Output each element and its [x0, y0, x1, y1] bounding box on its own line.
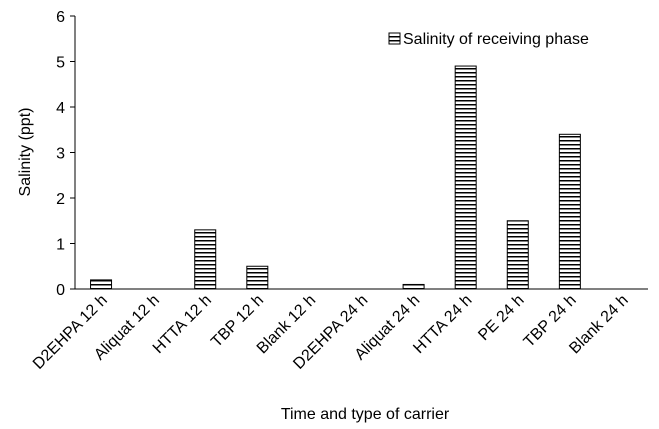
x-tick-label: PE 24 h [475, 292, 527, 344]
y-axis-ticks: 0 1 2 3 4 5 6 [56, 9, 75, 299]
x-tick-label: D2EHPA 12 h [30, 292, 111, 373]
y-axis-title: Salinity (ppt) [17, 108, 34, 197]
bars [90, 65, 581, 290]
y-tick-label: 6 [56, 9, 65, 26]
bar [246, 265, 269, 290]
y-tick-label: 3 [56, 146, 65, 163]
y-tick-label: 5 [56, 55, 65, 72]
legend: Salinity of receiving phase [388, 31, 589, 48]
bar [506, 220, 529, 290]
legend-swatch [388, 32, 401, 45]
x-axis-title: Time and type of carrier [281, 406, 450, 423]
bar [558, 133, 581, 290]
y-tick-label: 0 [56, 282, 65, 299]
legend-label: Salinity of receiving phase [403, 31, 589, 48]
bar [454, 65, 477, 290]
bar [194, 229, 217, 290]
y-tick-label: 4 [56, 100, 65, 117]
bar [90, 279, 113, 290]
y-tick-label: 2 [56, 191, 65, 208]
y-tick-label: 1 [56, 237, 65, 254]
bar [402, 283, 425, 290]
